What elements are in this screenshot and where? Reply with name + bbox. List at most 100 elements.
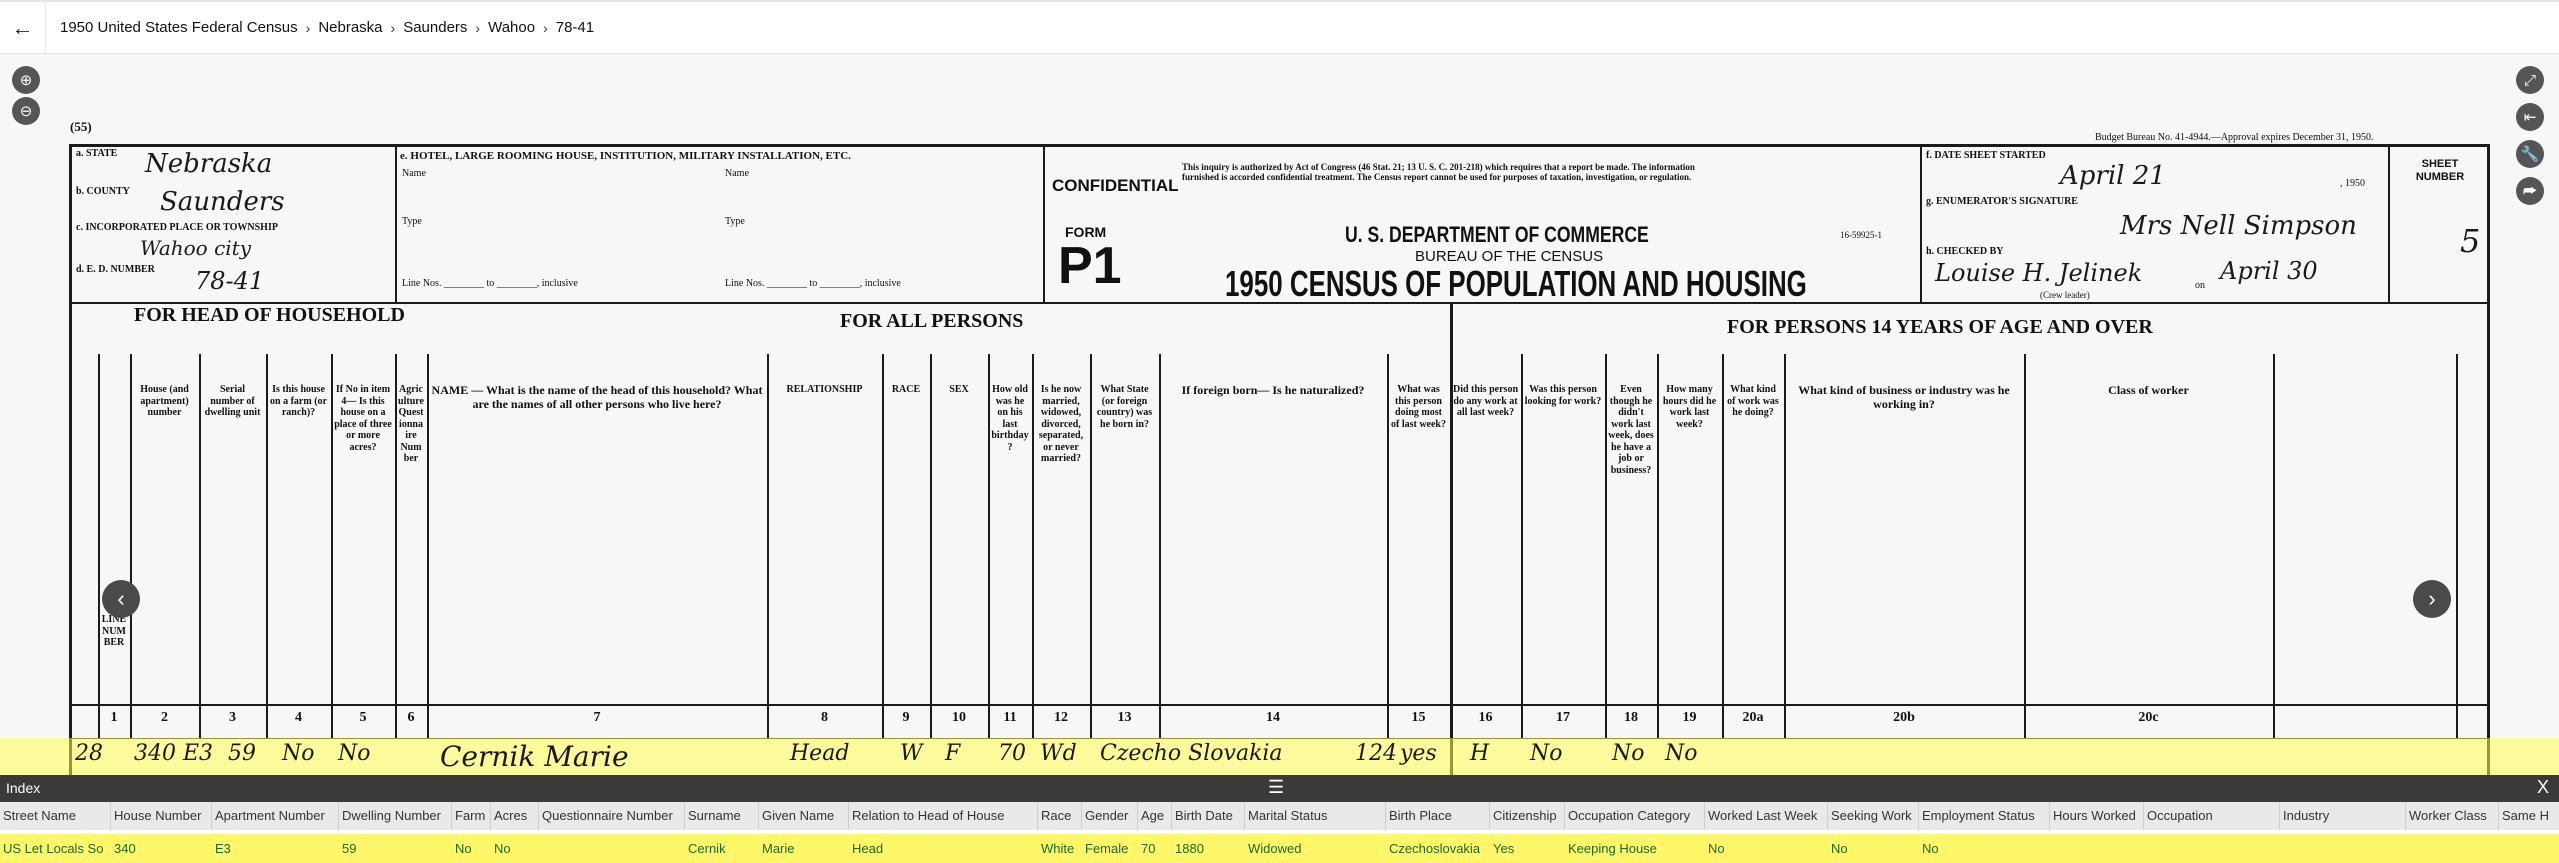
hotel-type-label: Type — [402, 216, 422, 227]
handwritten-entry-work: No — [1530, 741, 1563, 766]
column-line — [2456, 354, 2458, 738]
column-header[interactable]: Same H — [2499, 802, 2559, 830]
fullscreen-icon[interactable]: ⤢ — [2516, 66, 2544, 94]
column-header[interactable]: Birth Date — [1172, 802, 1245, 830]
column-line — [199, 354, 201, 738]
column-header[interactable]: Surname — [685, 802, 759, 830]
breadcrumb-county[interactable]: Saunders — [403, 19, 468, 36]
hotel-label: e. HOTEL, LARGE ROOMING HOUSE, INSTITUTI… — [400, 150, 851, 162]
table-cell — [2280, 834, 2406, 863]
column-header[interactable]: Worked Last Week — [1705, 802, 1828, 830]
chevron-right-icon: › — [543, 19, 548, 36]
column-line — [1159, 354, 1161, 738]
column-line — [1784, 354, 1786, 738]
confidential-text: This inquiry is authorized by Act of Con… — [1182, 162, 1695, 183]
date-label: f. DATE SHEET STARTED — [1926, 150, 2046, 161]
table-cell — [2050, 834, 2144, 863]
column-header[interactable]: Employment Status — [1919, 802, 2050, 830]
ed-value: 78-41 — [195, 267, 265, 295]
table-cell — [539, 834, 685, 863]
image-viewer[interactable]: (55) Budget Bureau No. 41-4944.—Approval… — [0, 54, 2559, 775]
table-cell — [2406, 834, 2499, 863]
census-column-heading: RELATIONSHIP — [786, 384, 863, 395]
census-column-heading: Did this person do any work at all last … — [1453, 384, 1518, 418]
share-icon[interactable]: ⮫ — [2516, 177, 2544, 205]
column-line — [930, 354, 932, 738]
table-cell — [2499, 834, 2559, 863]
hamburger-icon[interactable]: ☰ — [1268, 777, 1285, 797]
column-header[interactable]: Industry — [2280, 802, 2406, 830]
column-header[interactable]: Apartment Number — [212, 802, 339, 830]
handwritten-entry-line: 28 — [75, 741, 103, 766]
column-header[interactable]: Age — [1138, 802, 1172, 830]
census-column-number: 10 — [952, 710, 966, 725]
place-label: c. INCORPORATED PLACE OR TOWNSHIP — [76, 222, 278, 233]
wrench-icon[interactable]: 🔧 — [2516, 140, 2544, 168]
column-header[interactable]: Occupation — [2144, 802, 2280, 830]
census-column-number: 1 — [110, 710, 118, 725]
hotel-name-label: Name — [402, 168, 426, 179]
table-cell: E3 — [215, 841, 231, 856]
column-header[interactable]: Acres — [491, 802, 539, 830]
section-14-and-over: FOR PERSONS 14 YEARS OF AGE AND OVER — [1727, 316, 2153, 338]
index-table-row[interactable]: US Let Locals So 340 E3 59 No No Cernik Marie He… — [0, 834, 2559, 863]
hotel-type-label-2: Type — [725, 216, 745, 227]
column-line — [2024, 354, 2026, 738]
breadcrumb-state[interactable]: Nebraska — [318, 19, 383, 36]
column-header[interactable]: Farm — [452, 802, 491, 830]
census-column-number: 7 — [593, 710, 601, 725]
column-header[interactable]: Relation to Head of House — [849, 802, 1038, 830]
census-page-image: (55) Budget Bureau No. 41-4944.—Approval… — [0, 54, 2559, 775]
close-index-button[interactable]: X — [2536, 777, 2549, 797]
collapse-panel-icon[interactable]: ⇤ — [2516, 103, 2544, 131]
table-cell: Marie — [762, 841, 795, 856]
column-header[interactable]: Street Name — [0, 802, 111, 830]
census-column-number: 19 — [1682, 710, 1697, 725]
table-cell: No — [1922, 841, 1939, 856]
handwritten-entry-job: No — [1665, 741, 1698, 766]
column-line — [130, 354, 132, 738]
column-header[interactable]: Given Name — [759, 802, 849, 830]
column-header[interactable]: Occupation Category — [1565, 802, 1705, 830]
place-value: Wahoo city — [140, 236, 251, 260]
column-line — [988, 354, 990, 738]
zoom-in-icon[interactable]: ⊕ — [12, 66, 40, 94]
column-header[interactable]: House Number — [111, 802, 212, 830]
column-header[interactable]: Birth Place — [1386, 802, 1490, 830]
table-cell: No — [1831, 841, 1848, 856]
column-header[interactable]: Race — [1038, 802, 1082, 830]
column-header[interactable]: Seeking Work — [1828, 802, 1919, 830]
column-header[interactable]: Marital Status — [1245, 802, 1386, 830]
census-column-number: 5 — [359, 710, 367, 725]
census-column-number: 13 — [1117, 710, 1132, 725]
census-column-number: 20c — [2138, 710, 2159, 725]
column-header[interactable]: Worker Class — [2406, 802, 2499, 830]
census-column-number: 20b — [1893, 710, 1915, 725]
column-line — [395, 354, 397, 738]
column-line — [427, 354, 429, 738]
column-header[interactable]: Citizenship — [1490, 802, 1565, 830]
arrow-left-icon[interactable]: ← — [0, 2, 46, 53]
census-column-number: 4 — [295, 710, 302, 725]
column-header[interactable]: Questionnaire Number — [539, 802, 685, 830]
column-header[interactable]: Hours Worked — [2050, 802, 2144, 830]
column-header[interactable]: Gender — [1082, 802, 1138, 830]
index-panel-header: Index ☰ X — [0, 775, 2559, 802]
census-column-number: 12 — [1054, 710, 1068, 725]
next-page-button[interactable]: › — [2413, 580, 2451, 618]
handwritten-entry-age: 70 — [998, 741, 1026, 766]
state-label: a. STATE — [76, 148, 118, 159]
table-cell: Female — [1085, 841, 1129, 856]
chevron-right-icon: › — [390, 19, 396, 36]
handwritten-entry-serial: 59 — [228, 741, 256, 766]
census-column-number: 6 — [407, 710, 415, 725]
ed-label: d. E. D. NUMBER — [76, 264, 155, 275]
table-cell: 1880 — [1175, 841, 1204, 856]
census-column-heading: How many hours did he work last week? — [1662, 384, 1717, 430]
table-cell: White — [1041, 841, 1075, 856]
breadcrumb-collection[interactable]: 1950 United States Federal Census — [60, 19, 298, 36]
column-header[interactable]: Dwelling Number — [339, 802, 452, 830]
previous-page-button[interactable]: ‹ — [102, 580, 140, 618]
zoom-out-icon[interactable]: ⊖ — [12, 97, 40, 125]
breadcrumb-city[interactable]: Wahoo — [488, 19, 536, 36]
